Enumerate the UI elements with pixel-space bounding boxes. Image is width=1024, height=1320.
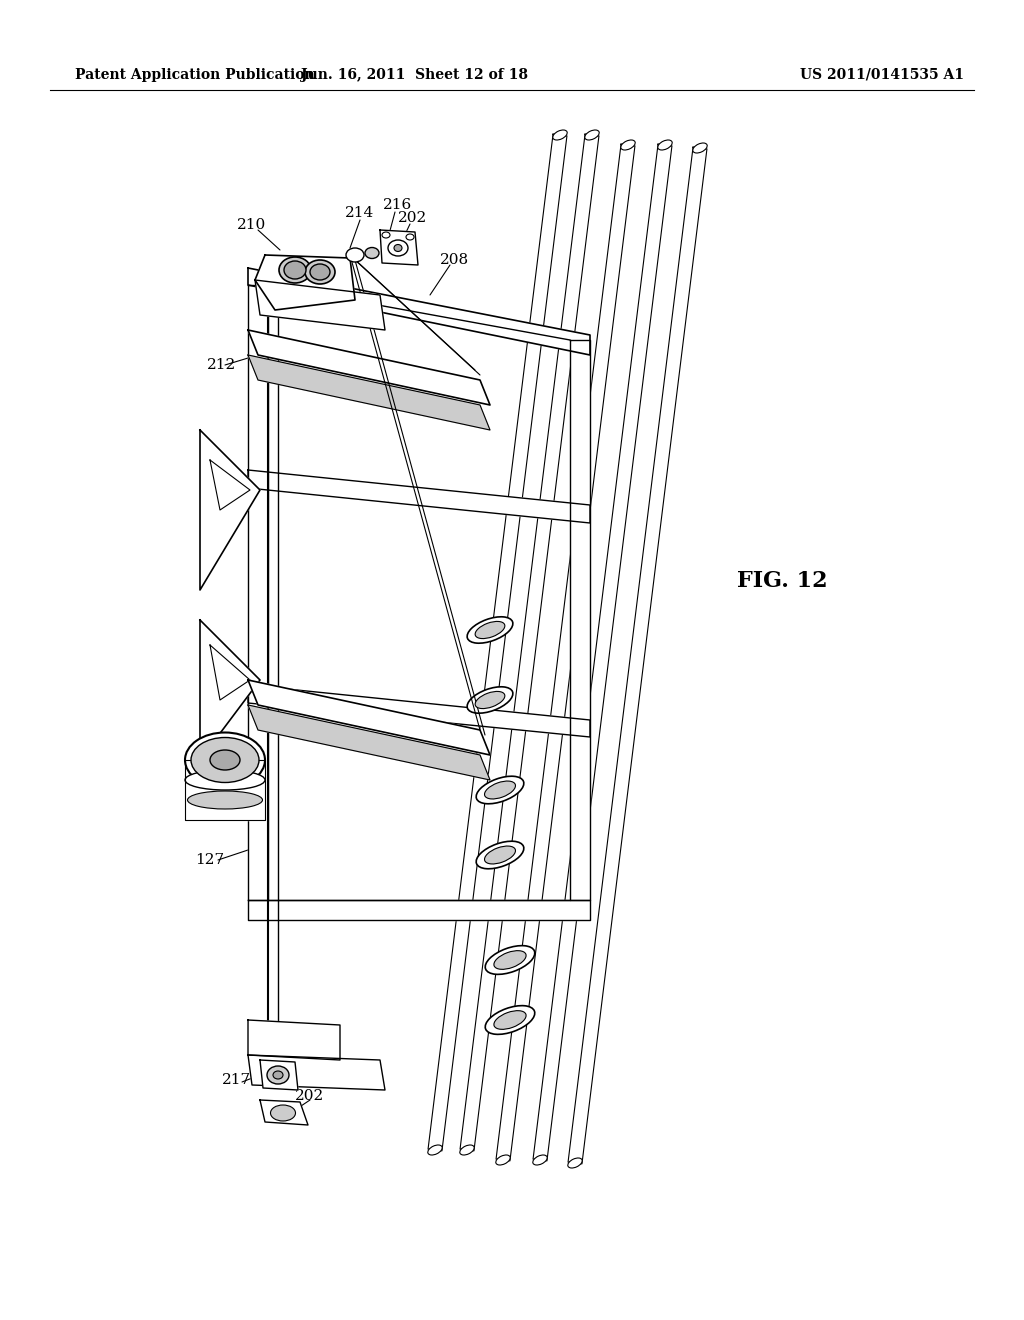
Polygon shape	[248, 330, 490, 405]
Polygon shape	[460, 135, 599, 1151]
Text: 214: 214	[345, 206, 374, 220]
Polygon shape	[248, 1055, 385, 1090]
Ellipse shape	[485, 1006, 535, 1035]
Ellipse shape	[185, 733, 265, 788]
Polygon shape	[248, 685, 590, 737]
Ellipse shape	[382, 232, 390, 238]
Ellipse shape	[484, 781, 515, 799]
Polygon shape	[570, 341, 590, 900]
Text: 212: 212	[207, 358, 237, 372]
Ellipse shape	[365, 248, 379, 259]
Polygon shape	[210, 459, 250, 510]
Polygon shape	[568, 147, 707, 1164]
Polygon shape	[260, 1060, 298, 1090]
Ellipse shape	[485, 945, 535, 974]
Polygon shape	[260, 1100, 308, 1125]
Polygon shape	[248, 355, 490, 430]
Text: 202: 202	[295, 1089, 325, 1104]
Ellipse shape	[279, 257, 311, 282]
Ellipse shape	[467, 616, 513, 643]
Ellipse shape	[475, 692, 505, 709]
Ellipse shape	[532, 1155, 547, 1166]
Ellipse shape	[496, 1155, 510, 1166]
Text: 200: 200	[242, 483, 271, 498]
Ellipse shape	[657, 140, 672, 150]
Text: Jun. 16, 2011  Sheet 12 of 18: Jun. 16, 2011 Sheet 12 of 18	[301, 69, 528, 82]
Ellipse shape	[460, 1144, 474, 1155]
Ellipse shape	[406, 234, 414, 240]
Polygon shape	[185, 760, 265, 820]
Text: 202: 202	[398, 211, 427, 224]
Polygon shape	[248, 705, 490, 780]
Ellipse shape	[273, 1071, 283, 1078]
Ellipse shape	[476, 776, 524, 804]
Ellipse shape	[310, 264, 330, 280]
Text: 208: 208	[440, 253, 469, 267]
Polygon shape	[248, 680, 490, 755]
Polygon shape	[255, 280, 385, 330]
Ellipse shape	[585, 129, 599, 140]
Polygon shape	[255, 255, 355, 310]
Ellipse shape	[494, 950, 526, 969]
Ellipse shape	[346, 248, 364, 261]
Polygon shape	[248, 1020, 340, 1060]
Ellipse shape	[484, 846, 515, 865]
Text: US 2011/0141535 A1: US 2011/0141535 A1	[800, 69, 964, 82]
Ellipse shape	[494, 1011, 526, 1030]
Ellipse shape	[267, 1067, 289, 1084]
Ellipse shape	[270, 1105, 296, 1121]
Polygon shape	[248, 285, 268, 900]
Polygon shape	[428, 135, 567, 1151]
Ellipse shape	[553, 129, 567, 140]
Polygon shape	[200, 620, 260, 760]
Ellipse shape	[394, 244, 402, 252]
Text: FIG. 12: FIG. 12	[737, 570, 828, 591]
Text: 210: 210	[237, 218, 266, 232]
Ellipse shape	[210, 750, 240, 770]
Text: 127: 127	[195, 853, 224, 867]
Text: 216: 216	[383, 198, 413, 213]
Ellipse shape	[187, 791, 262, 809]
Ellipse shape	[567, 1158, 583, 1168]
Polygon shape	[248, 268, 590, 355]
Ellipse shape	[191, 738, 259, 783]
Polygon shape	[496, 144, 635, 1160]
Polygon shape	[248, 470, 590, 523]
Ellipse shape	[476, 841, 524, 869]
Ellipse shape	[621, 140, 635, 150]
Ellipse shape	[693, 143, 708, 153]
Polygon shape	[210, 645, 250, 700]
Text: Patent Application Publication: Patent Application Publication	[75, 69, 314, 82]
Ellipse shape	[475, 622, 505, 639]
Polygon shape	[534, 144, 672, 1160]
Ellipse shape	[305, 260, 335, 284]
Polygon shape	[248, 900, 590, 920]
Ellipse shape	[185, 770, 265, 789]
Polygon shape	[200, 430, 260, 590]
Ellipse shape	[284, 261, 306, 279]
Ellipse shape	[428, 1144, 442, 1155]
Polygon shape	[380, 230, 418, 265]
Text: 217: 217	[222, 1073, 251, 1086]
Ellipse shape	[467, 686, 513, 713]
Ellipse shape	[388, 240, 408, 256]
